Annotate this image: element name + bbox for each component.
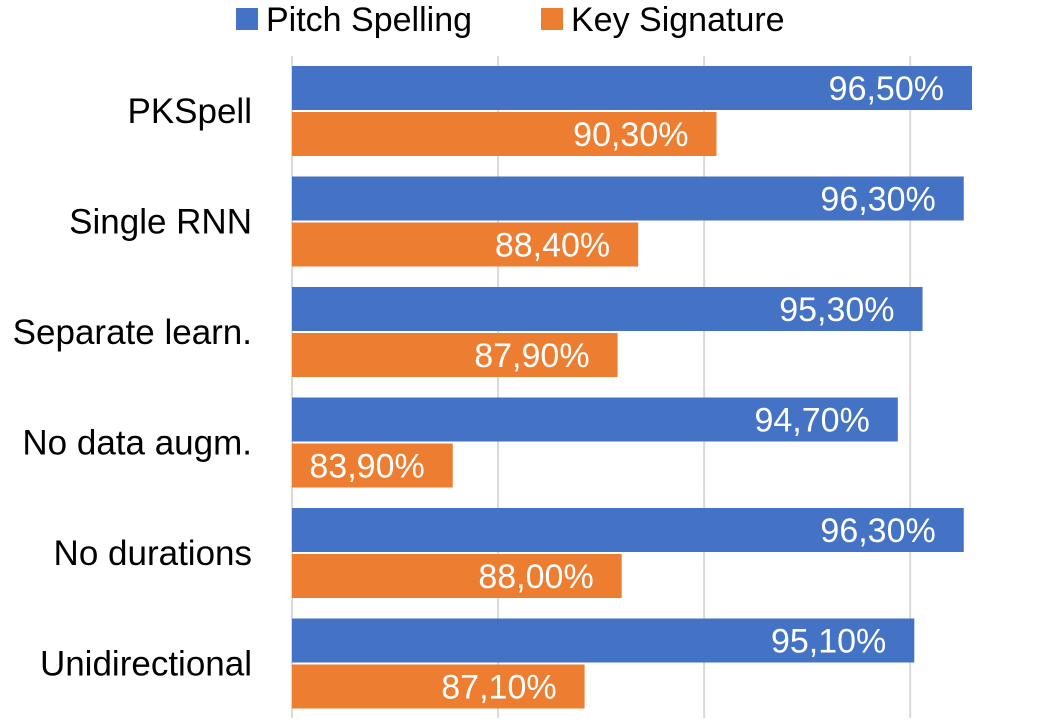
- legend: Pitch Spelling Key Signature: [236, 1, 785, 39]
- gridlines: [291, 56, 912, 718]
- legend-swatch: [541, 8, 563, 30]
- data-label: 88,00%: [478, 558, 593, 596]
- category-labels: PKSpell Single RNN Separate learn. No data …: [13, 92, 252, 684]
- bar-pitch-spelling: [292, 287, 923, 331]
- data-label: 83,90%: [309, 448, 424, 486]
- category-label: Separate learn.: [13, 313, 252, 352]
- legend-swatch: [236, 8, 258, 30]
- bar-key-signature: [292, 222, 639, 267]
- bar-pitch-spelling: [292, 397, 898, 442]
- data-label: 87,10%: [441, 669, 556, 707]
- value-labels: 96,50% 90,30% 96,30% 88,40% 95,30% 87,90% 94,7…: [309, 70, 944, 707]
- bar-pitch-spelling: [292, 66, 972, 110]
- bar-key-signature: [292, 664, 585, 709]
- data-label: 96,50%: [829, 70, 944, 108]
- bar-pitch-spelling: [292, 176, 964, 221]
- data-label: 95,30%: [779, 291, 894, 329]
- data-label: 96,30%: [820, 181, 935, 219]
- category-label: No durations: [54, 534, 252, 573]
- legend-label: Key Signature: [571, 1, 785, 39]
- category-label: Single RNN: [69, 203, 252, 242]
- bar-key-signature: [292, 443, 453, 488]
- bar-key-signature: [292, 333, 618, 377]
- data-label: 95,10%: [771, 623, 886, 661]
- bars: [292, 66, 972, 709]
- data-label: 96,30%: [820, 512, 935, 550]
- bar-key-signature: [292, 112, 717, 156]
- data-label: 87,90%: [474, 337, 589, 375]
- bar-pitch-spelling: [292, 508, 964, 552]
- category-label: No data augm.: [22, 424, 252, 463]
- legend-label: Pitch Spelling: [266, 1, 472, 39]
- data-label: 90,30%: [573, 116, 688, 154]
- category-label: Unidirectional: [40, 645, 252, 684]
- category-label: PKSpell: [127, 92, 252, 131]
- bar-key-signature: [292, 554, 622, 598]
- data-label: 88,40%: [495, 227, 610, 265]
- data-label: 94,70%: [754, 402, 869, 440]
- bar-pitch-spelling: [292, 618, 915, 663]
